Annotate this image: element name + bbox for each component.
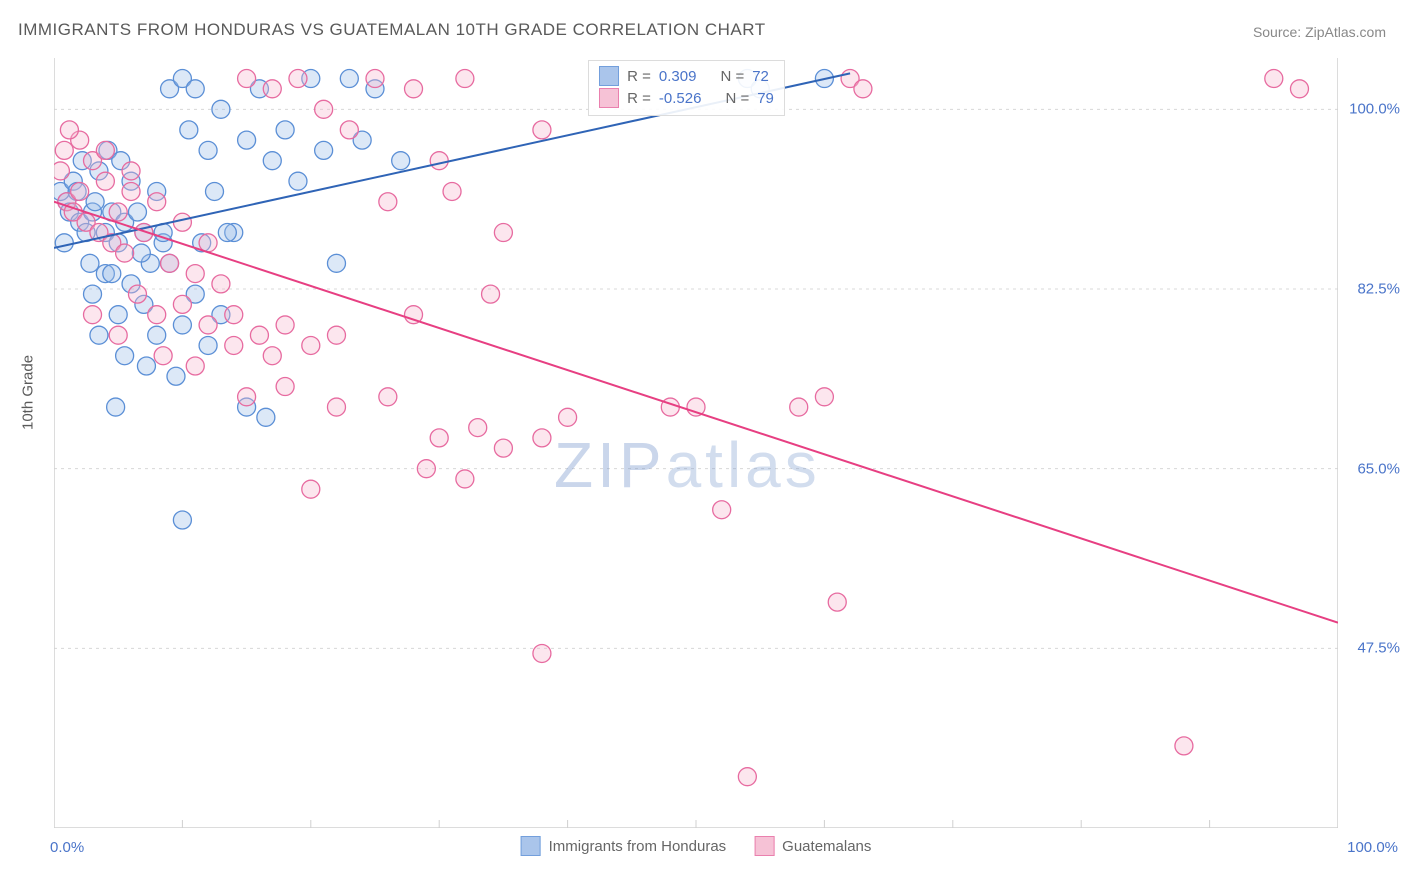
plot-area: ZIPatlas 47.5%65.0%82.5%100.0% 0.0% 100.… bbox=[54, 58, 1338, 828]
legend-label: Guatemalans bbox=[782, 838, 871, 855]
stats-n-value: 72 bbox=[752, 68, 769, 85]
stats-swatch-icon bbox=[599, 88, 619, 108]
bottom-legend: Immigrants from Honduras Guatemalans bbox=[521, 836, 872, 856]
legend-swatch-icon bbox=[521, 836, 541, 856]
stats-row-guatemalans: R = -0.526 N = 79 bbox=[599, 87, 774, 109]
scatter-chart-svg bbox=[54, 58, 1338, 828]
y-tick-label: 47.5% bbox=[1357, 640, 1400, 657]
y-tick-label: 100.0% bbox=[1349, 101, 1400, 118]
stats-r-value: -0.526 bbox=[659, 90, 702, 107]
x-tick-max: 100.0% bbox=[1347, 839, 1398, 856]
stats-n-label: N = bbox=[720, 68, 744, 85]
y-tick-label: 82.5% bbox=[1357, 281, 1400, 298]
legend-swatch-icon bbox=[754, 836, 774, 856]
source-attribution: Source: ZipAtlas.com bbox=[1253, 24, 1386, 40]
stats-r-label: R = bbox=[627, 68, 651, 85]
y-axis-label: 10th Grade bbox=[20, 355, 37, 430]
stats-legend: R = 0.309 N = 72 R = -0.526 N = 79 bbox=[588, 60, 785, 116]
stats-swatch-icon bbox=[599, 66, 619, 86]
stats-n-label: N = bbox=[725, 90, 749, 107]
stats-r-label: R = bbox=[627, 90, 651, 107]
chart-title: IMMIGRANTS FROM HONDURAS VS GUATEMALAN 1… bbox=[18, 20, 766, 40]
y-tick-label: 65.0% bbox=[1357, 460, 1400, 477]
legend-item-honduras: Immigrants from Honduras bbox=[521, 836, 727, 856]
legend-label: Immigrants from Honduras bbox=[549, 838, 727, 855]
legend-item-guatemalans: Guatemalans bbox=[754, 836, 871, 856]
x-tick-min: 0.0% bbox=[50, 839, 84, 856]
stats-n-value: 79 bbox=[757, 90, 774, 107]
stats-row-honduras: R = 0.309 N = 72 bbox=[599, 65, 774, 87]
stats-r-value: 0.309 bbox=[659, 68, 697, 85]
